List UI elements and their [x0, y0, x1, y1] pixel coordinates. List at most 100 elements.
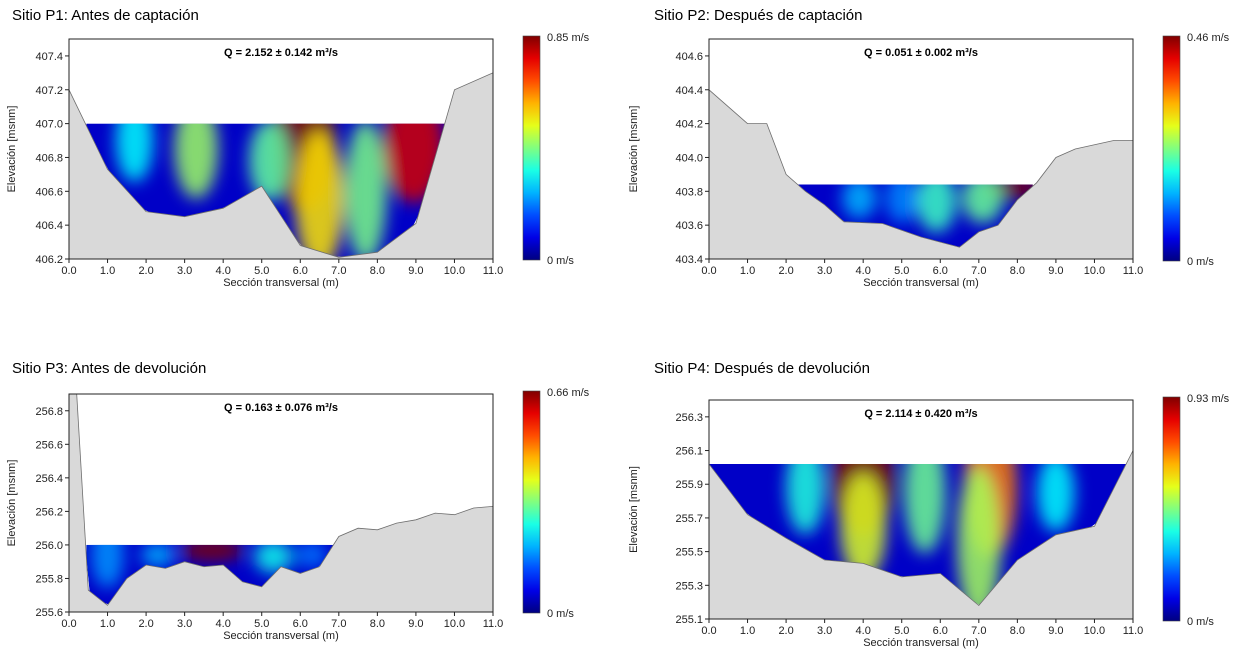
- x-axis-label: Sección transversal (m): [863, 637, 979, 649]
- y-tick-label: 404.0: [675, 152, 703, 164]
- colorbar-max-label: 0.93 m/s: [1187, 393, 1230, 405]
- x-tick-label: 0.0: [701, 265, 716, 277]
- x-tick-label: 7.0: [971, 625, 986, 637]
- discharge-annotation: Q = 0.163 ± 0.076 m³/s: [224, 402, 338, 414]
- chart-svg: 255.1 255.3 255.5 255.7 255.9 256.1 256.3 0.0 1.…: [628, 393, 1230, 649]
- colorbar: [1162, 396, 1181, 622]
- y-tick-label: 256.8: [35, 406, 63, 418]
- colorbar: [1162, 35, 1181, 262]
- x-tick-label: 6.0: [293, 618, 308, 630]
- y-axis-label: Elevación [msnm]: [628, 466, 640, 553]
- x-tick-label: 8.0: [1010, 265, 1025, 277]
- x-tick-label: 11.0: [1123, 265, 1144, 277]
- velocity-hotspot: [179, 544, 244, 562]
- x-tick-label: 8.0: [370, 265, 385, 277]
- velocity-hotspot: [1037, 464, 1075, 532]
- velocity-hotspot: [962, 184, 1004, 224]
- y-tick-label: 255.1: [675, 614, 703, 626]
- terrain-profile: [69, 394, 493, 612]
- x-tick-label: 8.0: [370, 618, 385, 630]
- velocity-hotspot: [840, 471, 887, 581]
- velocity-hotspot: [254, 544, 293, 574]
- y-tick-label: 406.2: [35, 254, 63, 266]
- x-tick-label: 0.0: [61, 265, 76, 277]
- x-tick-label: 1.0: [740, 625, 755, 637]
- velocity-field: [86, 544, 337, 605]
- x-tick-label: 1.0: [100, 618, 115, 630]
- x-tick-label: 5.0: [254, 265, 269, 277]
- x-tick-label: 9.0: [408, 618, 423, 630]
- plot-area: [709, 39, 1133, 259]
- chart-panel-p3: Sitio P3: Antes de devolución 255.6 255.8…: [0, 328, 622, 655]
- velocity-field: [797, 184, 1033, 248]
- plot-frame: [68, 393, 494, 613]
- velocity-hotspot: [344, 123, 387, 257]
- x-tick-label: 10.0: [444, 265, 465, 277]
- x-tick-label: 2.0: [778, 625, 793, 637]
- y-tick-label: 256.6: [35, 439, 63, 451]
- x-tick-label: 9.0: [1048, 625, 1063, 637]
- y-axis-label: Elevación [msnm]: [628, 106, 640, 193]
- plot-frame: [68, 38, 494, 260]
- y-tick-label: 403.6: [675, 220, 703, 232]
- y-tick-label: 256.1: [675, 446, 703, 458]
- y-tick-label: 255.3: [675, 580, 703, 592]
- x-tick-label: 0.0: [701, 625, 716, 637]
- y-tick-label: 256.3: [675, 412, 703, 424]
- y-tick-label: 407.0: [35, 119, 63, 131]
- velocity-hotspot: [248, 123, 290, 202]
- x-tick-label: 1.0: [740, 265, 755, 277]
- x-tick-label: 8.0: [1010, 625, 1025, 637]
- x-tick-label: 2.0: [138, 618, 153, 630]
- y-tick-label: 406.6: [35, 186, 63, 198]
- velocity-hotspot: [295, 129, 344, 257]
- x-tick-label: 9.0: [1048, 265, 1063, 277]
- x-tick-label: 5.0: [254, 618, 269, 630]
- plot-area: [709, 400, 1133, 619]
- velocity-hotspot: [842, 184, 877, 219]
- terrain-profile: [69, 72, 493, 259]
- x-tick-label: 2.0: [138, 265, 153, 277]
- x-tick-label: 6.0: [293, 265, 308, 277]
- chart-title: Sitio P4: Después de devolución: [654, 360, 870, 377]
- plot-area: [69, 394, 493, 612]
- y-tick-label: 255.6: [35, 607, 63, 619]
- plot-frame: [708, 399, 1134, 620]
- x-tick-label: 3.0: [817, 265, 832, 277]
- velocity-field: [86, 123, 445, 257]
- x-tick-label: 10.0: [1084, 625, 1105, 637]
- velocity-hotspot: [885, 184, 918, 224]
- chart-panel-p4: Sitio P4: Después de devolución 255.1 255…: [622, 328, 1244, 655]
- y-tick-label: 256.4: [35, 473, 63, 485]
- x-tick-label: 6.0: [933, 625, 948, 637]
- x-tick-label: 4.0: [856, 265, 871, 277]
- discharge-annotation: Q = 0.051 ± 0.002 m³/s: [864, 47, 978, 59]
- x-tick-label: 11.0: [483, 265, 504, 277]
- x-tick-label: 10.0: [1084, 265, 1105, 277]
- y-tick-label: 406.8: [35, 152, 63, 164]
- plot-frame: [708, 38, 1134, 260]
- velocity-hotspot: [140, 544, 175, 568]
- x-tick-label: 11.0: [1123, 625, 1144, 637]
- x-tick-label: 3.0: [177, 618, 192, 630]
- x-tick-label: 6.0: [933, 265, 948, 277]
- velocity-hotspot: [91, 544, 124, 589]
- chart-title: Sitio P3: Antes de devolución: [12, 360, 207, 377]
- chart-svg: 403.4 403.6 403.8 404.0 404.2 404.4 404.6 0.0 1.…: [628, 32, 1230, 289]
- x-tick-label: 5.0: [894, 625, 909, 637]
- x-tick-label: 7.0: [331, 265, 346, 277]
- colorbar: [522, 35, 541, 261]
- velocity-field: [709, 464, 1133, 605]
- terrain-profile: [709, 89, 1133, 259]
- y-tick-label: 255.5: [675, 547, 703, 559]
- velocity-hotspot: [916, 184, 957, 233]
- x-tick-label: 4.0: [856, 625, 871, 637]
- x-tick-label: 11.0: [483, 618, 504, 630]
- chart-title: Sitio P1: Antes de captación: [12, 7, 199, 24]
- y-tick-label: 407.2: [35, 85, 63, 97]
- x-tick-label: 1.0: [100, 265, 115, 277]
- y-tick-label: 404.4: [675, 85, 703, 97]
- x-tick-label: 7.0: [331, 618, 346, 630]
- x-tick-label: 3.0: [817, 625, 832, 637]
- x-tick-label: 5.0: [894, 265, 909, 277]
